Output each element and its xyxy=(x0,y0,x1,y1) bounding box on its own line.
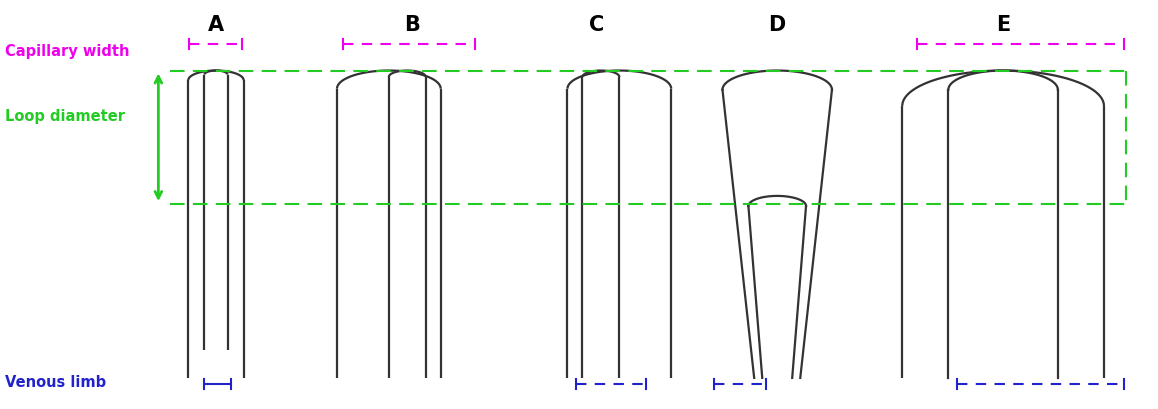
Text: Venous limb: Venous limb xyxy=(5,375,107,389)
Text: Capillary width: Capillary width xyxy=(5,44,130,58)
Text: Loop diameter: Loop diameter xyxy=(5,108,125,123)
Text: E: E xyxy=(996,15,1010,35)
Text: C: C xyxy=(588,15,604,35)
Text: D: D xyxy=(769,15,786,35)
Text: A: A xyxy=(208,15,223,35)
Text: B: B xyxy=(404,15,420,35)
